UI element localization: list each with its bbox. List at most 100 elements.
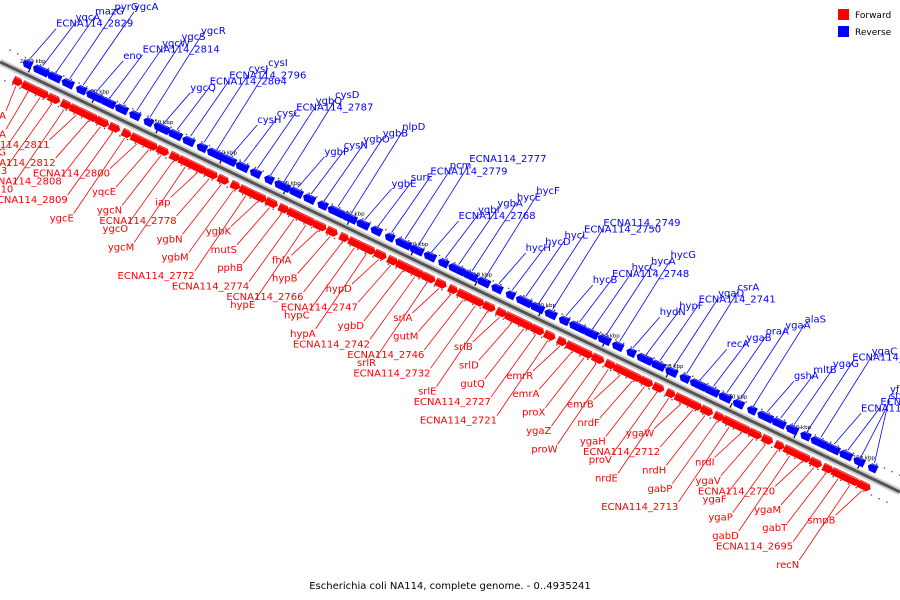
gene-feature-cysn: [303, 192, 317, 205]
gene-shine: [584, 326, 597, 334]
gene-arrow: [299, 213, 316, 227]
gene-label-csra: csrA: [738, 282, 760, 293]
gene-arrow: [612, 341, 625, 353]
gene-shine: [341, 232, 348, 237]
leader-line-ygad: [672, 298, 719, 368]
gene-feature-nrdh: [699, 404, 714, 417]
gene-feature-ygbd: [395, 259, 414, 273]
leader-line-cysn: [310, 150, 345, 195]
minor-tick: [548, 340, 551, 342]
leader-line-ygav: [720, 438, 754, 477]
gene-shine: [868, 462, 876, 467]
gene-feature-ecna114-2727: [529, 323, 545, 336]
leader-line-recn: [798, 484, 851, 561]
gene-arrow: [288, 186, 305, 199]
gene-arrow: [448, 262, 467, 277]
gene-shine: [34, 63, 48, 71]
gene-arrow: [317, 200, 330, 211]
gene-feature-ecna114-2811: [68, 103, 87, 117]
minor-tick: [515, 291, 517, 293]
gene-arrow: [434, 277, 447, 289]
gene-feature-cysd: [274, 178, 292, 193]
minor-tick: [165, 157, 167, 159]
minor-tick: [270, 174, 272, 176]
gene-feature-ecna114-2768: [423, 250, 438, 263]
minor-tick: [587, 358, 589, 361]
tick-label-3: 2860 kbp: [147, 120, 173, 126]
gene-label-hypd: hypD: [326, 284, 353, 295]
gene-label-stpa: stpA: [890, 391, 900, 402]
gene-label-ecna114-2695: ECNA114_2695: [716, 542, 793, 553]
gene-shine: [715, 411, 724, 416]
tick-label-7: 2820 kbp: [402, 242, 428, 248]
gene-arrow: [142, 138, 158, 151]
gene-shine: [763, 434, 772, 439]
gene-shine: [280, 203, 288, 208]
gene-arrow: [325, 225, 338, 237]
gene-shine: [328, 226, 337, 231]
gene-feature-ecna114-2712: [686, 398, 702, 411]
gene-shine: [132, 132, 146, 140]
leader-line-fhla: [291, 230, 319, 256]
minor-tick: [203, 175, 205, 177]
gene-shine: [519, 317, 532, 325]
minor-tick: [418, 278, 420, 280]
minor-tick: [285, 181, 287, 183]
gene-label-ygaa: ygaA: [785, 321, 810, 332]
gene-arrow: [516, 317, 534, 331]
minor-tick: [784, 419, 786, 421]
leader-line-nlpd: [351, 131, 403, 214]
leader-line-emrr: [532, 345, 561, 372]
gene-shine: [558, 336, 566, 341]
gene-shine: [667, 388, 675, 393]
gene-shine: [144, 116, 152, 121]
minor-tick: [331, 203, 333, 205]
gene-arrow: [168, 150, 181, 162]
minor-tick: [561, 313, 563, 315]
gene-shine: [449, 284, 457, 289]
minor-tick: [11, 83, 14, 86]
leader-line-stpa: [860, 400, 891, 457]
gene-feature-ygcn: [155, 144, 169, 157]
gene-arrow: [129, 110, 142, 122]
gene-label-yfjg: yfjG: [890, 385, 900, 396]
leader-line-ecna114-2747: [357, 265, 392, 303]
minor-tick: [264, 204, 267, 207]
minor-tick: [326, 234, 328, 236]
minor-tick: [776, 415, 778, 418]
minor-tick: [103, 127, 106, 130]
gene-shine: [545, 307, 556, 314]
leader-line-csra: [686, 292, 738, 374]
minor-tick: [722, 390, 725, 392]
gene-feature-ecna114-2772: [238, 184, 256, 198]
minor-tick: [615, 338, 617, 341]
gene-feature-hypd: [373, 248, 387, 261]
tick-label-11: 2780 kbp: [658, 364, 684, 370]
minor-tick: [80, 116, 83, 119]
gene-shine: [652, 358, 664, 365]
gene-label-ygca: ygcA: [134, 2, 159, 13]
gene-shine: [145, 138, 157, 145]
minor-tick: [385, 229, 387, 231]
minor-tick: [630, 346, 633, 348]
gene-label-ygcg: ygcG: [0, 148, 6, 159]
gene-label-fhla: fhlA: [272, 255, 292, 266]
gene-shine: [371, 224, 381, 230]
minor-tick: [310, 226, 313, 229]
gene-label-hydn: hydN: [660, 307, 686, 318]
minor-tick: [47, 67, 50, 70]
gene-arrow: [216, 173, 229, 185]
gene-shine: [208, 146, 222, 155]
gene-label-hypf: hypF: [679, 301, 704, 312]
minor-tick: [500, 284, 502, 286]
minor-tick: [517, 325, 520, 328]
minor-tick: [441, 289, 443, 291]
minor-tick: [571, 351, 574, 353]
gene-label-gsha: gshA: [794, 371, 819, 382]
minor-tick: [633, 380, 635, 383]
gene-label-ecna114-2727: ECNA114_2727: [414, 397, 491, 408]
minor-tick: [157, 153, 159, 155]
leader-line-ecna114-2720: [774, 461, 803, 487]
gene-shine: [154, 121, 168, 129]
minor-tick: [272, 208, 274, 210]
